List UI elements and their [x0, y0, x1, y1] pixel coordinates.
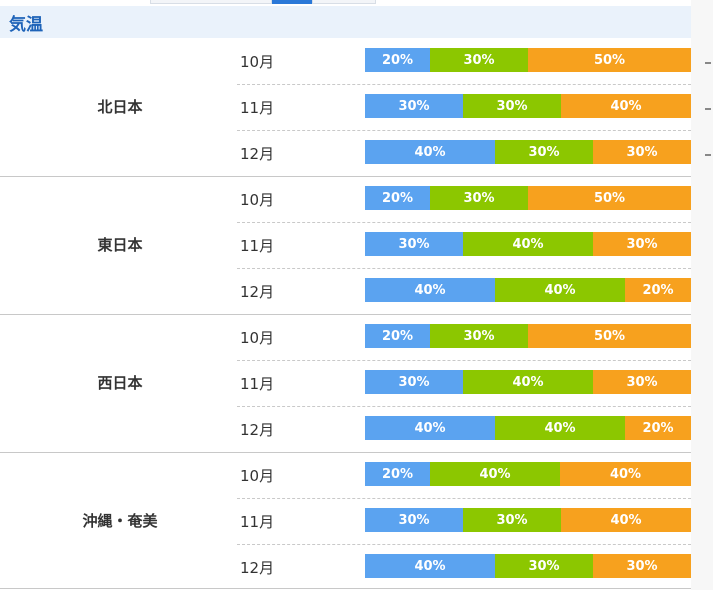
normal-segment: 30%	[430, 48, 528, 72]
top-tab[interactable]	[150, 0, 272, 4]
normal-segment: 30%	[463, 94, 561, 118]
row-separator	[237, 222, 691, 223]
month-label: 11月	[240, 513, 275, 531]
below-normal-segment: 30%	[365, 232, 463, 256]
month-label: 10月	[240, 467, 275, 485]
row-separator	[237, 544, 691, 545]
probability-bar: 20% 30% 50%	[365, 324, 691, 348]
top-tab-strip	[0, 0, 713, 6]
region-label: 北日本	[97, 98, 143, 116]
above-normal-segment: 30%	[593, 370, 691, 394]
section-header: 気温	[0, 6, 691, 38]
region-separator	[0, 314, 691, 315]
probability-bar: 20% 40% 40%	[365, 462, 691, 486]
month-label: 10月	[240, 191, 275, 209]
above-normal-segment: 50%	[528, 48, 691, 72]
above-normal-segment: 20%	[625, 416, 691, 440]
below-normal-segment: 20%	[365, 462, 430, 486]
above-normal-segment: 50%	[528, 186, 691, 210]
above-normal-segment: 30%	[593, 232, 691, 256]
chart-bottom-border	[0, 588, 691, 589]
row-separator	[237, 360, 691, 361]
probability-bar: 30% 30% 40%	[365, 508, 691, 532]
month-label: 12月	[240, 145, 275, 163]
above-normal-segment: 30%	[593, 140, 691, 164]
top-tab-active[interactable]	[272, 0, 312, 4]
region-label: 沖縄・奄美	[82, 512, 158, 530]
normal-segment: 40%	[495, 278, 625, 302]
above-normal-segment: 40%	[561, 508, 691, 532]
above-normal-segment: 20%	[625, 278, 691, 302]
below-normal-segment: 20%	[365, 324, 430, 348]
normal-segment: 30%	[430, 324, 528, 348]
month-label: 10月	[240, 329, 275, 347]
normal-segment: 30%	[463, 508, 561, 532]
below-normal-segment: 40%	[365, 554, 495, 578]
region-label: 西日本	[97, 374, 143, 392]
below-normal-segment: 30%	[365, 370, 463, 394]
region-separator	[0, 452, 691, 453]
right-edge-strip	[691, 0, 713, 590]
normal-segment: 30%	[430, 186, 528, 210]
probability-bar: 30% 40% 30%	[365, 370, 691, 394]
below-normal-segment: 40%	[365, 140, 495, 164]
month-label: 10月	[240, 53, 275, 71]
region-label: 東日本	[97, 236, 143, 254]
normal-segment: 30%	[495, 140, 593, 164]
probability-bar: 30% 40% 30%	[365, 232, 691, 256]
below-normal-segment: 40%	[365, 278, 495, 302]
below-normal-segment: 40%	[365, 416, 495, 440]
probability-bar: 40% 40% 20%	[365, 278, 691, 302]
normal-segment: 40%	[463, 232, 593, 256]
probability-bar: 40% 30% 30%	[365, 554, 691, 578]
edge-mark	[705, 154, 711, 156]
normal-segment: 40%	[463, 370, 593, 394]
above-normal-segment: 30%	[593, 554, 691, 578]
row-separator	[237, 498, 691, 499]
month-label: 11月	[240, 375, 275, 393]
month-label: 11月	[240, 99, 275, 117]
probability-bar: 20% 30% 50%	[365, 48, 691, 72]
above-normal-segment: 40%	[561, 94, 691, 118]
row-separator	[237, 84, 691, 85]
probability-bar: 40% 30% 30%	[365, 140, 691, 164]
edge-mark	[705, 108, 711, 110]
row-separator	[237, 268, 691, 269]
row-separator	[237, 130, 691, 131]
below-normal-segment: 20%	[365, 48, 430, 72]
month-label: 12月	[240, 283, 275, 301]
row-separator	[237, 406, 691, 407]
probability-bar: 40% 40% 20%	[365, 416, 691, 440]
edge-mark	[705, 62, 711, 64]
normal-segment: 40%	[430, 462, 560, 486]
month-label: 12月	[240, 559, 275, 577]
probability-bar: 30% 30% 40%	[365, 94, 691, 118]
section-title: 気温	[9, 15, 43, 35]
normal-segment: 40%	[495, 416, 625, 440]
below-normal-segment: 30%	[365, 94, 463, 118]
below-normal-segment: 20%	[365, 186, 430, 210]
region-separator	[0, 176, 691, 177]
above-normal-segment: 50%	[528, 324, 691, 348]
month-label: 11月	[240, 237, 275, 255]
probability-bar: 20% 30% 50%	[365, 186, 691, 210]
normal-segment: 30%	[495, 554, 593, 578]
top-tab[interactable]	[312, 0, 376, 4]
month-label: 12月	[240, 421, 275, 439]
above-normal-segment: 40%	[560, 462, 691, 486]
below-normal-segment: 30%	[365, 508, 463, 532]
